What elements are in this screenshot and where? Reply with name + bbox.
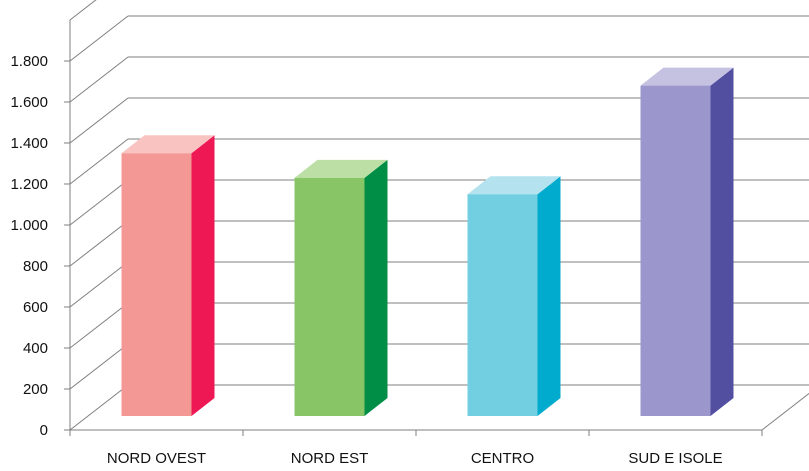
bar-front-face (121, 153, 192, 416)
y-tick-label: 600 (23, 299, 48, 316)
x-category-label: NORD EST (291, 450, 369, 467)
gridline-side-1600 (69, 56, 129, 103)
x-category-label: SUD E ISOLE (628, 450, 722, 467)
bar-side-face (191, 135, 215, 416)
y-tick-label: 1.600 (10, 94, 48, 111)
bar-nord-ovest (121, 135, 215, 416)
bar-top-face (467, 176, 561, 195)
y-tick-label: 1.400 (10, 135, 48, 152)
bars (121, 67, 734, 416)
y-tick-label: 0 (40, 422, 48, 439)
x-category-label: NORD OVEST (107, 450, 206, 467)
bar-side-face (537, 176, 561, 416)
y-tick-label: 1.200 (10, 176, 48, 193)
bar-front-face (467, 194, 538, 416)
bar-front-face (294, 177, 365, 416)
gridline-side-600 (69, 261, 129, 308)
bar-sud-e-isole (640, 67, 734, 416)
x-category-label: CENTRO (471, 450, 534, 467)
gridline-side-1400 (69, 97, 129, 144)
bar-side-face (364, 159, 388, 416)
gridline-side-800 (69, 220, 129, 267)
bar-front-face (640, 85, 711, 416)
axes (64, 20, 809, 436)
y-tick-label: 400 (23, 340, 48, 357)
gridline-side-200 (69, 343, 129, 390)
gridline-side-1200 (69, 138, 129, 185)
bar-top-face (294, 159, 388, 178)
gridline-side-1800 (69, 15, 129, 62)
y-tick-label: 1.800 (10, 53, 48, 70)
gridline-side-1000 (69, 179, 129, 226)
bar-centro (467, 176, 561, 416)
bar-side-face (710, 67, 734, 416)
bar-nord-est (294, 159, 388, 416)
x-axis-category-labels: NORD OVEST NORD EST CENTRO SUD E ISOLE (107, 450, 723, 467)
gridline-side-2000 (69, 0, 97, 21)
gridline-side-400 (69, 302, 129, 349)
y-tick-label: 800 (23, 258, 48, 275)
bar-top-face (640, 67, 734, 86)
y-tick-label: 1.000 (10, 217, 48, 234)
bar-top-face (121, 135, 215, 154)
y-axis-tick-labels: 0 200 400 600 800 1.000 1.200 1.400 1.600 1.800 (10, 53, 48, 439)
y-tick-label: 200 (23, 381, 48, 398)
gridline-side-0 (69, 384, 129, 431)
floor-right-edge (761, 392, 809, 431)
